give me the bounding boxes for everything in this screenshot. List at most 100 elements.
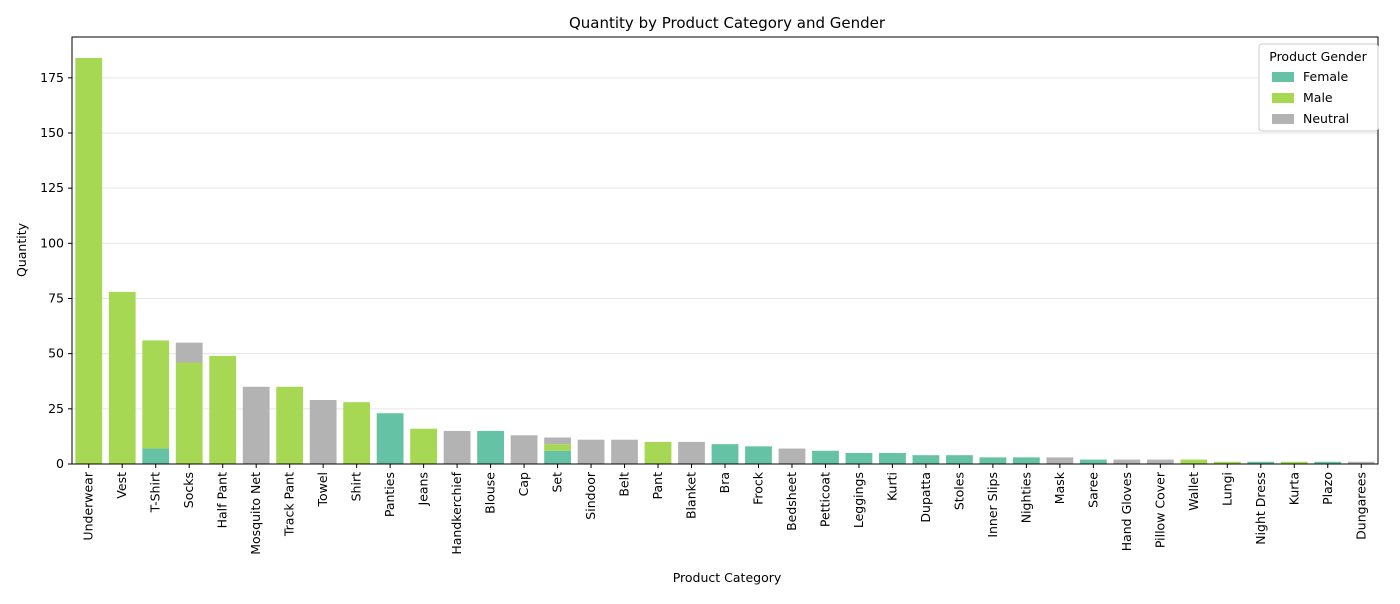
x-tick-label: Handkerchief	[449, 471, 464, 554]
x-tick-label: Dungarees	[1353, 472, 1368, 540]
bar	[343, 402, 371, 464]
bar	[544, 444, 571, 451]
y-tick-label: 50	[48, 346, 64, 361]
x-tick-label: Underwear	[81, 471, 96, 540]
bar	[879, 452, 906, 464]
bar	[778, 448, 806, 464]
bar	[410, 428, 438, 464]
bar	[477, 430, 504, 464]
bar	[1347, 461, 1375, 464]
bar	[1314, 461, 1342, 464]
bar	[142, 448, 170, 464]
legend-title: Product Gender	[1269, 49, 1367, 64]
bar	[644, 441, 672, 464]
bar	[142, 340, 170, 449]
y-tick-label: 25	[48, 401, 64, 416]
x-tick-label: Bedsheet	[784, 472, 799, 531]
bar	[1113, 459, 1141, 464]
x-tick-label: Lungi	[1219, 472, 1234, 506]
bar	[611, 439, 638, 464]
bar	[544, 450, 571, 464]
legend-label: Neutral	[1303, 111, 1349, 126]
legend-swatch	[1272, 93, 1294, 103]
bar	[75, 57, 103, 464]
bar	[1046, 457, 1074, 464]
plot-frame	[71, 36, 1379, 465]
x-tick-label: Plazo	[1320, 472, 1335, 505]
y-tick-label: 125	[40, 180, 64, 195]
legend-box	[1258, 43, 1379, 132]
y-tick-label: 100	[40, 235, 64, 250]
bar	[175, 342, 203, 363]
legend-label: Female	[1303, 69, 1349, 84]
x-tick-label: Cap	[516, 472, 531, 496]
x-tick-label: Sindoor	[583, 471, 598, 520]
x-tick-label: Night Dress	[1253, 472, 1268, 545]
x-axis-label: Product Category	[673, 570, 782, 585]
x-tick-label: Track Pant	[282, 472, 297, 537]
x-tick-label: Set	[550, 472, 565, 493]
bar	[1079, 459, 1107, 464]
legend-label: Male	[1303, 90, 1333, 105]
bar	[376, 413, 404, 464]
x-tick-label: Jeans	[416, 472, 431, 506]
bar	[108, 291, 136, 464]
bar	[1146, 459, 1174, 464]
legend-swatch	[1272, 72, 1294, 82]
y-tick-label: 175	[40, 70, 64, 85]
bar	[1247, 461, 1275, 464]
bar	[510, 435, 538, 464]
y-tick-label: 0	[56, 456, 64, 471]
x-tick-label: Belt	[617, 472, 632, 497]
x-tick-label: Towel	[315, 472, 330, 508]
bar	[1012, 457, 1040, 464]
x-tick-label: Wallet	[1186, 472, 1201, 511]
bar	[577, 439, 605, 464]
x-tick-label: Kurta	[1286, 472, 1301, 505]
bar	[912, 455, 940, 464]
bar	[1280, 461, 1308, 464]
x-tick-label: Saree	[1085, 472, 1100, 508]
bar	[711, 444, 739, 464]
bar	[242, 386, 270, 464]
y-tick-label: 75	[48, 290, 64, 305]
bar	[1213, 461, 1241, 464]
x-tick-label: Bra	[717, 472, 732, 493]
bar	[946, 455, 973, 464]
bar	[276, 386, 304, 464]
bar	[1180, 459, 1208, 464]
x-tick-label: Stoles	[951, 472, 966, 510]
x-tick-label: Petticoat	[817, 472, 832, 527]
x-tick-label: Half Pant	[215, 472, 230, 528]
x-tick-label: Panties	[382, 472, 397, 517]
x-tick-label: Mosquito Net	[248, 472, 263, 555]
x-tick-label: Vest	[114, 472, 129, 499]
bar	[845, 452, 873, 464]
x-tick-label: Blanket	[684, 472, 699, 519]
bar	[544, 437, 571, 445]
x-tick-label: Shirt	[349, 472, 364, 501]
x-tick-label: Socks	[181, 472, 196, 508]
bar	[979, 457, 1007, 464]
x-tick-label: Dupatta	[918, 472, 933, 523]
bar	[678, 441, 705, 464]
y-tick-label: 150	[40, 125, 64, 140]
x-tick-label: Kurti	[884, 472, 899, 501]
x-tick-label: Nighties	[1018, 472, 1033, 523]
bar	[209, 355, 237, 464]
x-tick-label: Inner Slips	[985, 472, 1000, 538]
x-tick-label: Pant	[650, 472, 665, 500]
bar	[812, 450, 839, 464]
x-tick-label: T-Shirt	[148, 472, 163, 513]
x-tick-label: Leggings	[851, 472, 866, 528]
x-tick-label: Mask	[1052, 471, 1067, 504]
bar	[745, 446, 772, 464]
bar	[443, 430, 471, 464]
x-tick-label: Blouse	[483, 472, 498, 514]
x-tick-label: Hand Gloves	[1119, 472, 1134, 551]
y-axis-label: Quantity	[14, 222, 29, 277]
chart-title: Quantity by Product Category and Gender	[569, 14, 886, 32]
bar	[175, 362, 203, 464]
bar	[309, 400, 337, 464]
